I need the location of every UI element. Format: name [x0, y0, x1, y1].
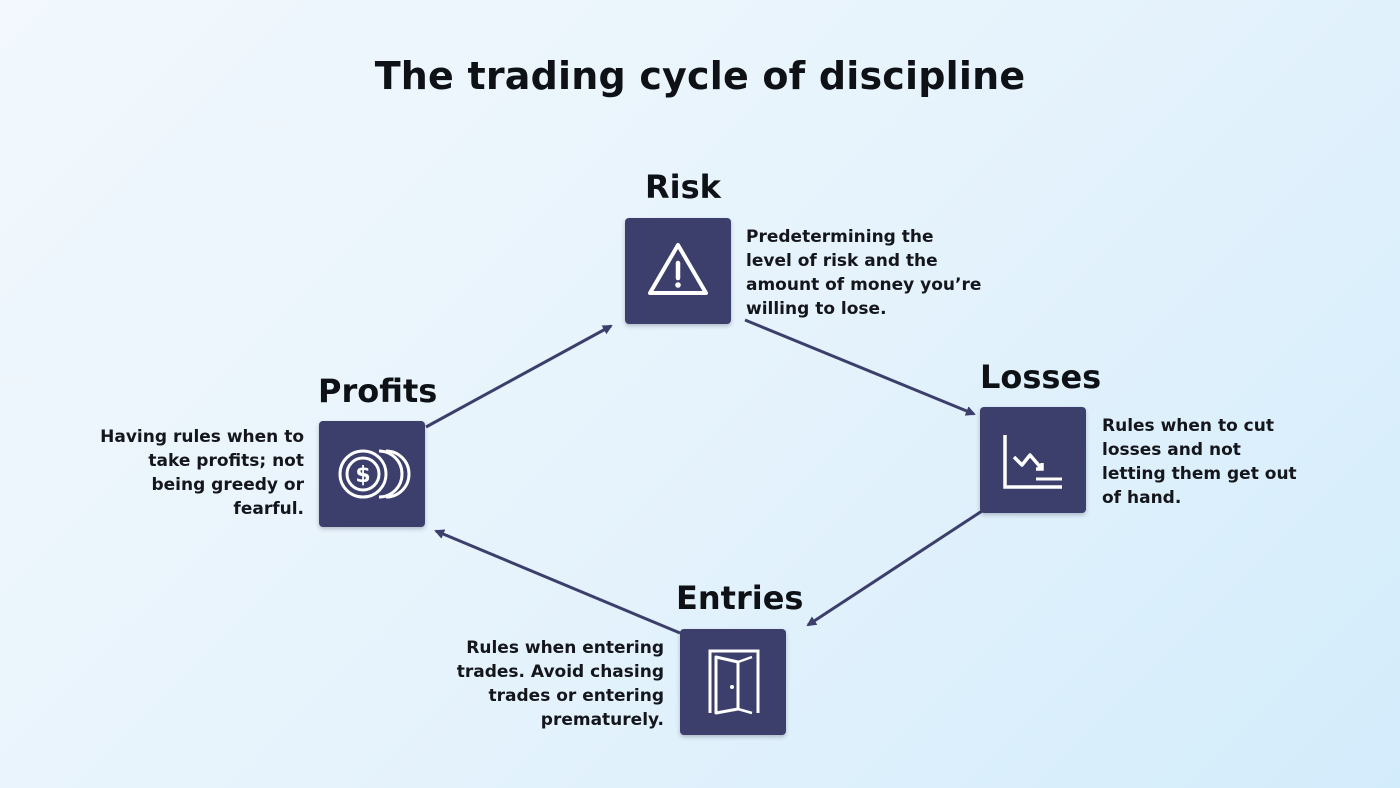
profits-icon-box: $: [319, 421, 425, 527]
svg-text:$: $: [355, 463, 370, 488]
entries-description: Rules when entering trades. Avoid chasin…: [456, 638, 664, 730]
profits-title: Profits: [318, 372, 438, 410]
diagram-title: The trading cycle of discipline: [374, 54, 1026, 98]
risk-title: Risk: [645, 168, 721, 206]
entries-icon-box: [680, 629, 786, 735]
arrow-losses-to-entries: [806, 509, 983, 627]
arrow-profits-to-risk: [425, 324, 613, 429]
door-icon: [708, 649, 760, 715]
risk-description: Predetermining the level of risk and the…: [746, 227, 982, 319]
arrow-entries-to-profits: [434, 529, 681, 635]
risk-icon-box: [625, 218, 731, 324]
coins-icon: $: [338, 449, 411, 499]
losses-icon-box: [980, 407, 1086, 513]
losses-description: Rules when to cut losses and not letting…: [1102, 416, 1297, 508]
profits-description: Having rules when to take profits; not b…: [100, 427, 304, 519]
entries-title: Entries: [676, 579, 804, 617]
arrow-risk-to-losses: [744, 318, 976, 416]
losses-title: Losses: [980, 358, 1102, 396]
warning-icon: [648, 243, 708, 295]
chart-down-icon: [1003, 435, 1062, 489]
